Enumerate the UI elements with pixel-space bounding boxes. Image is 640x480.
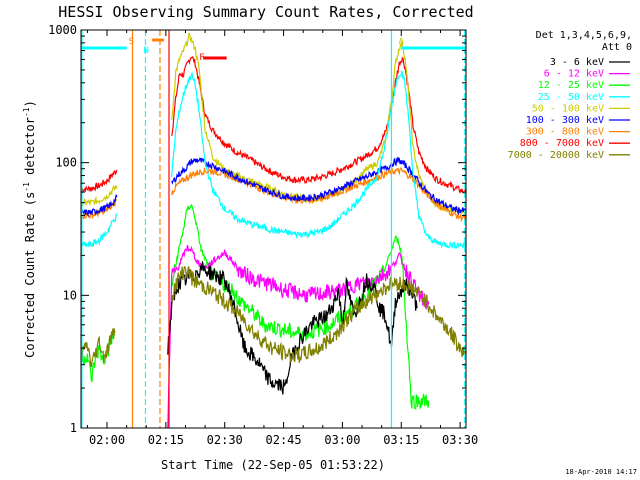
y-tick-label: 1000: [48, 23, 77, 37]
series-line: [81, 265, 466, 368]
timestamp: 18-Apr-2010 14:17: [565, 468, 637, 476]
legend-label: 25 - 50 keV: [538, 92, 604, 103]
y-axis-label-main: Corrected Count Rate (s: [23, 192, 37, 358]
series-line: [81, 156, 466, 218]
series-line: [167, 244, 430, 428]
y-axis-label-exp-2: -1: [22, 107, 31, 117]
legend-label: 100 - 300 keV: [526, 115, 604, 126]
legend-label: 800 - 7000 keV: [520, 138, 604, 149]
series-path: [81, 169, 118, 194]
series-path: [81, 328, 116, 368]
night-label: N: [143, 46, 148, 56]
x-tick-label: 02:30: [207, 433, 243, 447]
y-axis-label: Corrected Count Rate (s-1 detector-1): [22, 100, 37, 358]
x-axis-label: Start Time (22-Sep-05 01:53:22): [161, 458, 385, 472]
series-line: [81, 167, 466, 223]
series-path: [81, 184, 118, 207]
series-line: [81, 32, 466, 215]
legend-header-attenuator: Att 0: [602, 42, 632, 53]
legend-label: 6 - 12 keV: [544, 69, 604, 80]
x-tick-label: 02:15: [148, 433, 184, 447]
legend-label: 50 - 100 keV: [532, 103, 604, 114]
x-tick-label: 03:30: [442, 433, 478, 447]
flare-label: F: [199, 53, 204, 63]
x-tick-label: 03:00: [324, 433, 360, 447]
series-path: [81, 194, 118, 218]
chart-title: HESSI Observing Summary Count Rates, Cor…: [58, 3, 473, 21]
y-tick-label: 100: [55, 156, 77, 170]
attenuator-label: A: [399, 37, 405, 47]
plot-frame: [80, 29, 467, 429]
y-tick-label: 1: [70, 421, 77, 435]
marker-layer: SN A F: [81, 30, 466, 428]
series-path: [171, 56, 466, 194]
y-axis-label-tail: ): [23, 100, 37, 107]
x-tick-label: 02:00: [89, 433, 125, 447]
series-path: [171, 203, 430, 410]
y-axis-label-unit: detector: [23, 117, 37, 182]
axis-ticks: 02:00 02:15 02:30 02:45 03:00 03:15 03:30 1 10 10…: [48, 23, 478, 447]
x-tick-label: 03:15: [383, 433, 419, 447]
series-line: [81, 56, 466, 194]
legend-header-detectors: Det 1,3,4,5,6,9,: [536, 30, 632, 41]
x-tick-label: 02:45: [266, 433, 302, 447]
series-path: [171, 156, 466, 216]
legend-label: 7000 - 20000 keV: [508, 150, 604, 161]
series-path: [81, 213, 118, 248]
y-tick-label: 10: [63, 288, 77, 302]
series-layer: [81, 32, 466, 428]
series-line: [81, 203, 430, 410]
legend-label: 3 - 6 keV: [550, 57, 604, 68]
series-line: [81, 70, 466, 250]
series-path: [171, 70, 466, 250]
series-path: [171, 265, 466, 364]
y-axis-label-exp-1: -1: [22, 182, 31, 192]
saa-label: S: [129, 37, 134, 47]
legend-label: 300 - 800 keV: [526, 127, 604, 138]
legend-label: 12 - 25 keV: [538, 80, 604, 91]
series-path: [167, 244, 430, 428]
